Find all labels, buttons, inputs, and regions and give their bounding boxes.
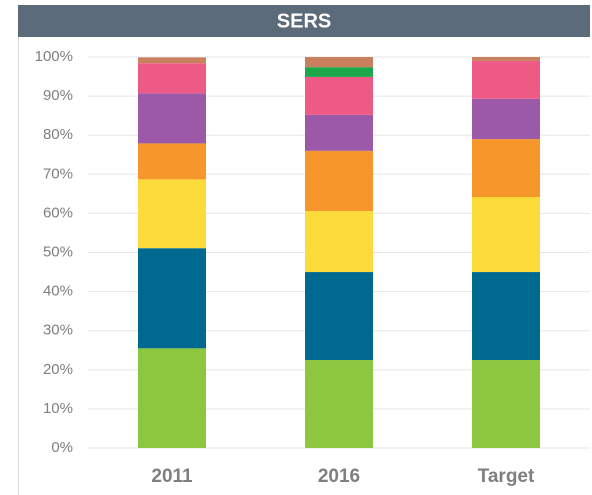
bar-segment (472, 60, 540, 99)
bar-segment (138, 248, 206, 349)
bar-segment (138, 143, 206, 180)
x-tick-label: 2016 (318, 466, 360, 487)
y-tick-label: 40% (43, 283, 73, 300)
bar-segment (138, 179, 206, 249)
bar-segment (305, 57, 373, 68)
y-tick-label: 50% (43, 243, 73, 260)
title-bar (18, 5, 590, 37)
y-tick-label: 80% (43, 126, 73, 143)
y-tick-label: 70% (43, 165, 73, 182)
y-tick-label: 60% (43, 204, 73, 221)
bar-segment (305, 272, 373, 361)
bar-segment (305, 211, 373, 273)
bar-segment (305, 114, 373, 151)
bar-segment (138, 63, 206, 94)
x-tick-label: 2011 (151, 466, 193, 487)
bar-segment (472, 57, 540, 61)
bar-segment (305, 150, 373, 212)
bar-segment (472, 139, 540, 197)
y-tick-label: 0% (51, 439, 73, 456)
bar-segment (472, 98, 540, 140)
x-tick-label: Target (478, 466, 535, 487)
y-tick-label: 20% (43, 361, 73, 378)
bar-segment (472, 360, 540, 448)
bar-segment (305, 67, 373, 77)
chart-title: SERS (277, 10, 331, 32)
y-tick-label: 90% (43, 87, 73, 104)
y-tick-label: 10% (43, 400, 73, 417)
bar-segment (472, 196, 540, 273)
bar-segment (305, 76, 373, 115)
y-tick-label: 30% (43, 322, 73, 339)
bar-segment (472, 272, 540, 361)
bar-segment (138, 57, 206, 64)
y-tick-label: 100% (35, 48, 73, 65)
bar-segment (138, 93, 206, 144)
bar-segment (138, 348, 206, 448)
bar-segment (305, 360, 373, 448)
